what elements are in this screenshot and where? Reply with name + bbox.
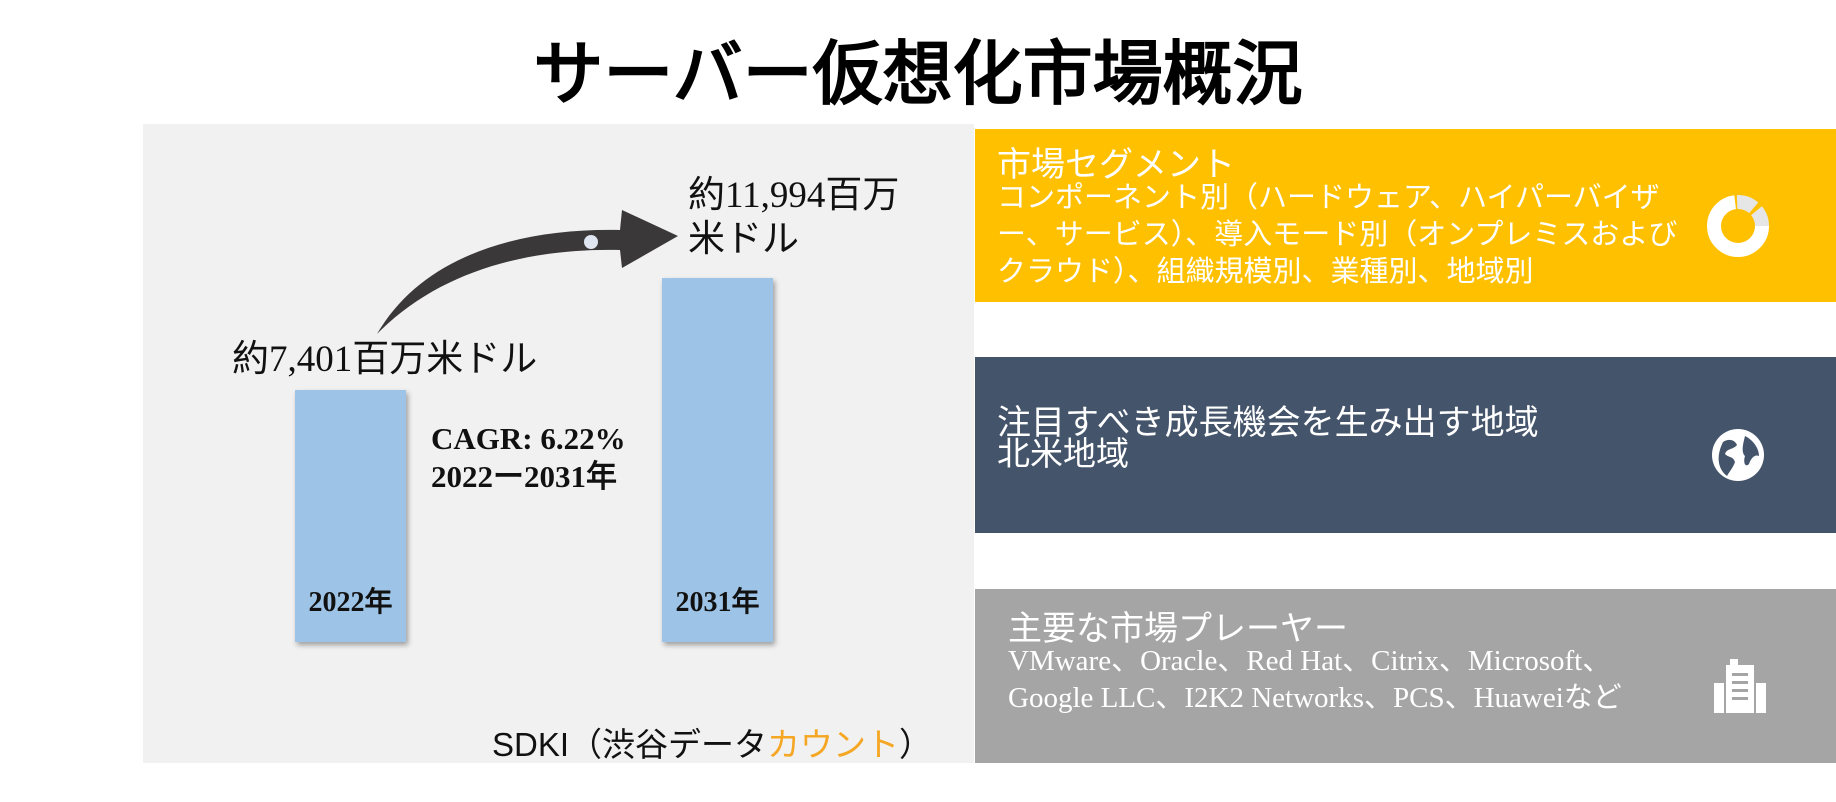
source-credit: SDKI（渋谷データカウント） [492, 718, 932, 766]
players-box: 主要な市場プレーヤー VMware、Oracle、Red Hat、Citrix、… [975, 589, 1836, 763]
source-prefix: SDKI（渋谷データ [492, 726, 768, 763]
growth-arrow-icon [377, 210, 678, 334]
players-body: VMware、Oracle、Red Hat、Citrix、Microsoft、G… [1008, 645, 1622, 714]
bar-2022: 2022年 [295, 390, 406, 642]
bar-label-2031: 2031年 [675, 587, 760, 618]
bar-label-2022: 2022年 [308, 587, 393, 618]
source-highlight: カウント [767, 726, 900, 763]
value-label-2022: 約7,401百万米ドル [232, 339, 538, 380]
segments-box: 市場セグメント コンポーネント別（ハードウェア、ハイパーバイザー、サービス）、導… [975, 129, 1836, 302]
building-icon [1714, 659, 1766, 713]
chart-panel [143, 124, 974, 763]
value-label-2031: 約11,994百万 米ドル [688, 174, 899, 262]
bar-2031: 2031年 [662, 278, 773, 642]
cagr-text: CAGR: 6.22% 2022ー2031年 [431, 420, 626, 496]
region-body: 北米地域 [997, 437, 1129, 473]
segments-header: 市場セグメント [997, 147, 1235, 184]
value-label-2031-line2: 米ドル [688, 219, 799, 260]
region-box: 注目すべき成長機会を生み出す地域 北米地域 [975, 357, 1836, 533]
cagr-period: 2022ー2031年 [431, 459, 617, 494]
cagr-value: CAGR: 6.22% [431, 421, 626, 456]
region-header: 注目すべき成長機会を生み出す地域 [997, 405, 1539, 442]
source-suffix: ） [899, 726, 933, 763]
page-title: サーバー仮想化市場概況 [533, 37, 1303, 114]
players-header: 主要な市場プレーヤー [1008, 611, 1348, 648]
donut-chart-icon [1707, 195, 1769, 257]
value-label-2031-line1: 約11,994百万 [688, 175, 900, 216]
segments-body: コンポーネント別（ハードウェア、ハイパーバイザー、サービス）、導入モード別（オン… [997, 182, 1678, 288]
globe-icon [1712, 429, 1764, 481]
